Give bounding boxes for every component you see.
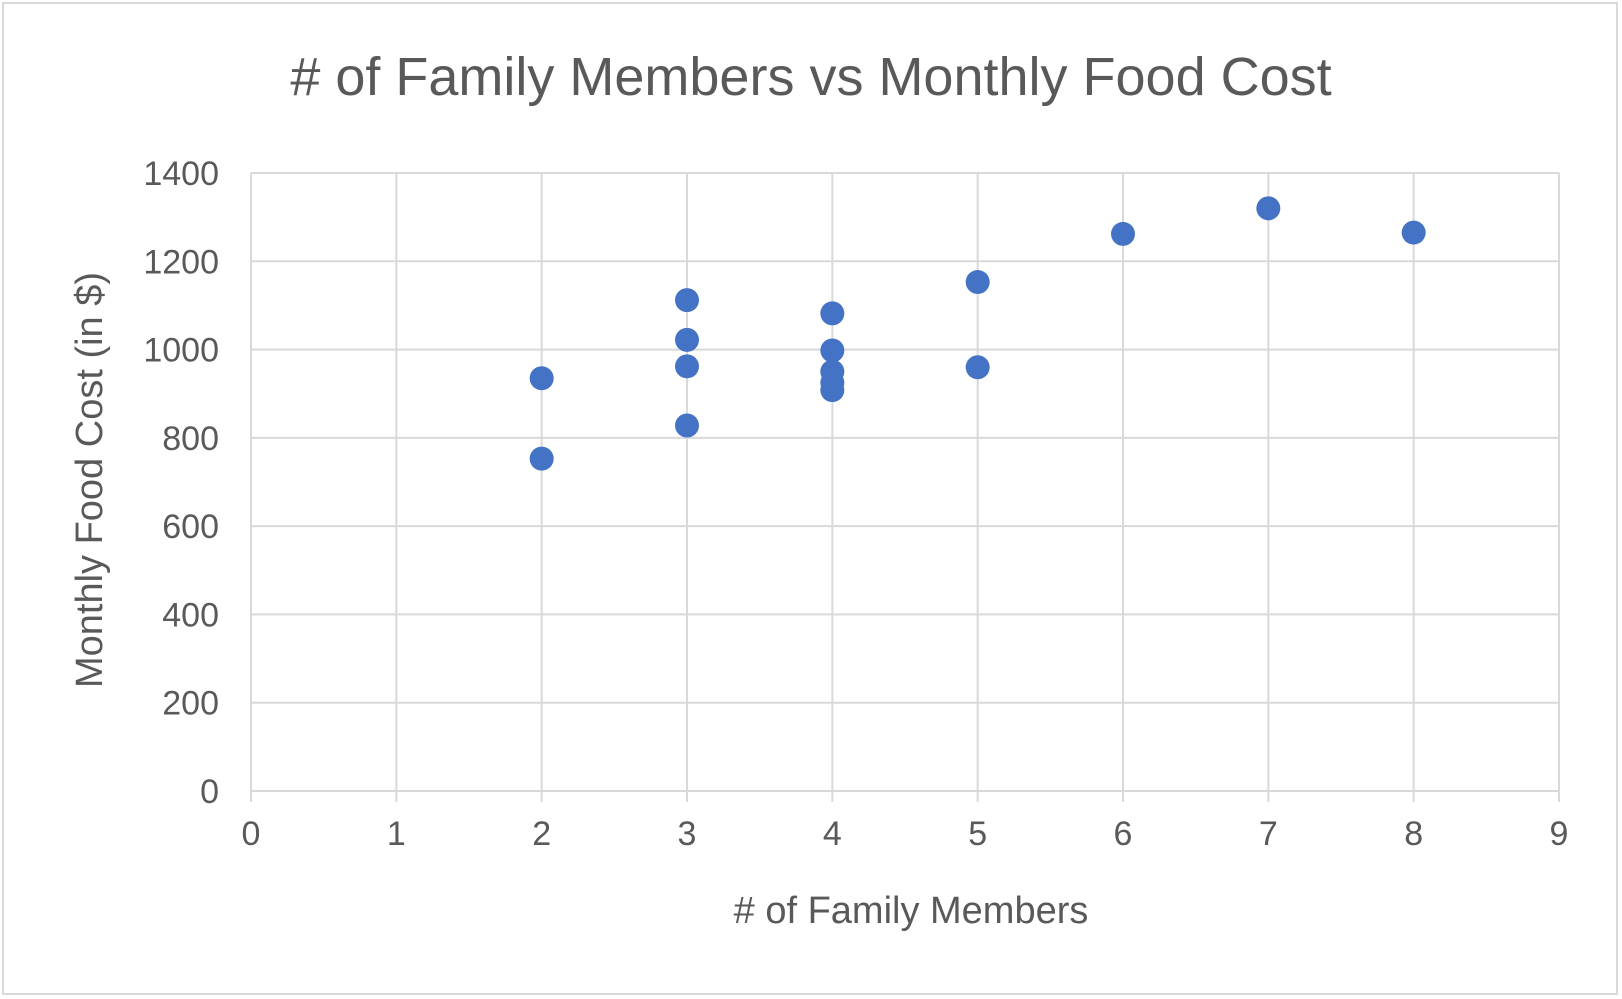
data-point <box>675 413 699 438</box>
x-tick-label: 6 <box>1114 815 1133 853</box>
x-tick-label: 7 <box>1259 815 1278 853</box>
data-point <box>675 327 699 352</box>
y-tick-label: 1200 <box>143 243 219 281</box>
y-tick-label: 1400 <box>143 155 219 193</box>
x-tick-label: 5 <box>968 815 987 853</box>
data-point <box>675 288 699 313</box>
gridlines <box>250 172 1560 802</box>
data-point <box>675 354 699 379</box>
tick-labels: 0 200 400 600 800 1000 1200 1400 0 1 2 3 4 5 6 7 8 9 <box>143 155 1568 853</box>
x-tick-label: 9 <box>1550 815 1569 853</box>
y-tick-label: 600 <box>162 508 219 546</box>
data-point <box>529 446 554 471</box>
data-point <box>965 270 990 295</box>
y-tick-label: 0 <box>200 773 219 811</box>
data-point <box>820 301 845 326</box>
data-point <box>820 338 845 363</box>
data-point <box>529 366 554 391</box>
data-point <box>1111 221 1135 246</box>
data-point <box>1401 220 1426 245</box>
data-point <box>1256 196 1281 221</box>
x-tick-label: 1 <box>387 815 406 853</box>
x-tick-label: 4 <box>823 815 842 853</box>
data-point <box>820 378 845 403</box>
chart-title: # of Family Members vs Monthly Food Cost <box>290 47 1331 107</box>
y-axis-label: Monthly Food Cost (in $) <box>69 272 111 688</box>
y-tick-label: 1000 <box>143 332 219 370</box>
y-tick-label: 800 <box>162 420 219 458</box>
x-tick-label: 3 <box>678 815 697 853</box>
data-points <box>529 196 1426 471</box>
x-tick-label: 2 <box>532 815 551 853</box>
x-axis-label: # of Family Members <box>734 890 1089 932</box>
y-tick-label: 400 <box>162 596 219 634</box>
data-point <box>965 355 990 380</box>
x-tick-label: 0 <box>242 815 261 853</box>
y-tick-label: 200 <box>162 685 219 723</box>
x-tick-label: 8 <box>1404 815 1423 853</box>
